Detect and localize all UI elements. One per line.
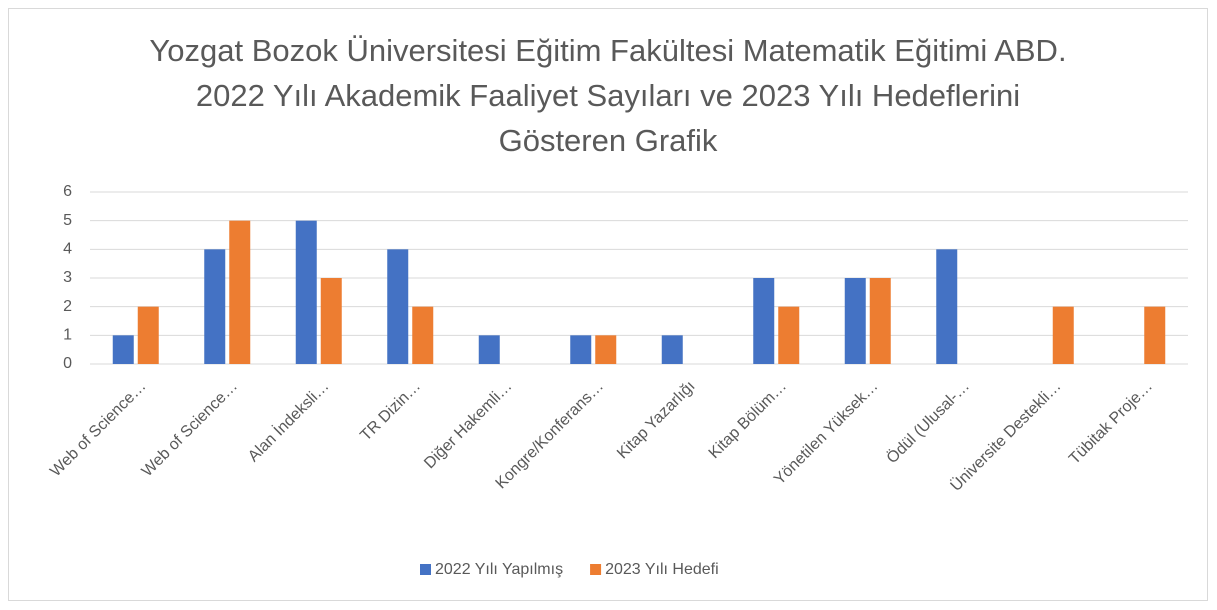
y-tick-label: 0	[63, 355, 72, 372]
legend-swatch	[590, 564, 602, 575]
bar	[1052, 306, 1074, 364]
bar	[229, 220, 251, 364]
bar	[936, 249, 958, 364]
y-tick-label: 2	[63, 298, 72, 315]
bar	[478, 335, 500, 364]
legend-label: 2022 Yılı Yapılmış	[435, 561, 563, 578]
bar	[570, 335, 592, 364]
y-tick-label: 5	[63, 212, 72, 229]
legend-label: 2023 Yılı Hedefi	[605, 561, 719, 578]
bar	[595, 335, 617, 364]
bar	[137, 306, 159, 364]
bar	[778, 306, 800, 364]
bar	[844, 278, 866, 364]
chart-title: Yozgat Bozok Üniversitesi Eğitim Fakülte…	[149, 33, 1067, 158]
bar	[112, 335, 134, 364]
bar	[204, 249, 226, 364]
bar	[320, 278, 342, 364]
bar	[295, 220, 317, 364]
bar	[1144, 306, 1166, 364]
y-tick-label: 4	[63, 241, 72, 258]
bar	[661, 335, 683, 364]
bar	[412, 306, 434, 364]
legend-swatch	[420, 564, 431, 575]
bar	[387, 249, 409, 364]
y-tick-label: 3	[63, 269, 72, 286]
y-tick-label: 6	[63, 183, 72, 200]
y-tick-label: 1	[63, 327, 72, 344]
bar	[869, 278, 891, 364]
bar	[753, 278, 775, 364]
